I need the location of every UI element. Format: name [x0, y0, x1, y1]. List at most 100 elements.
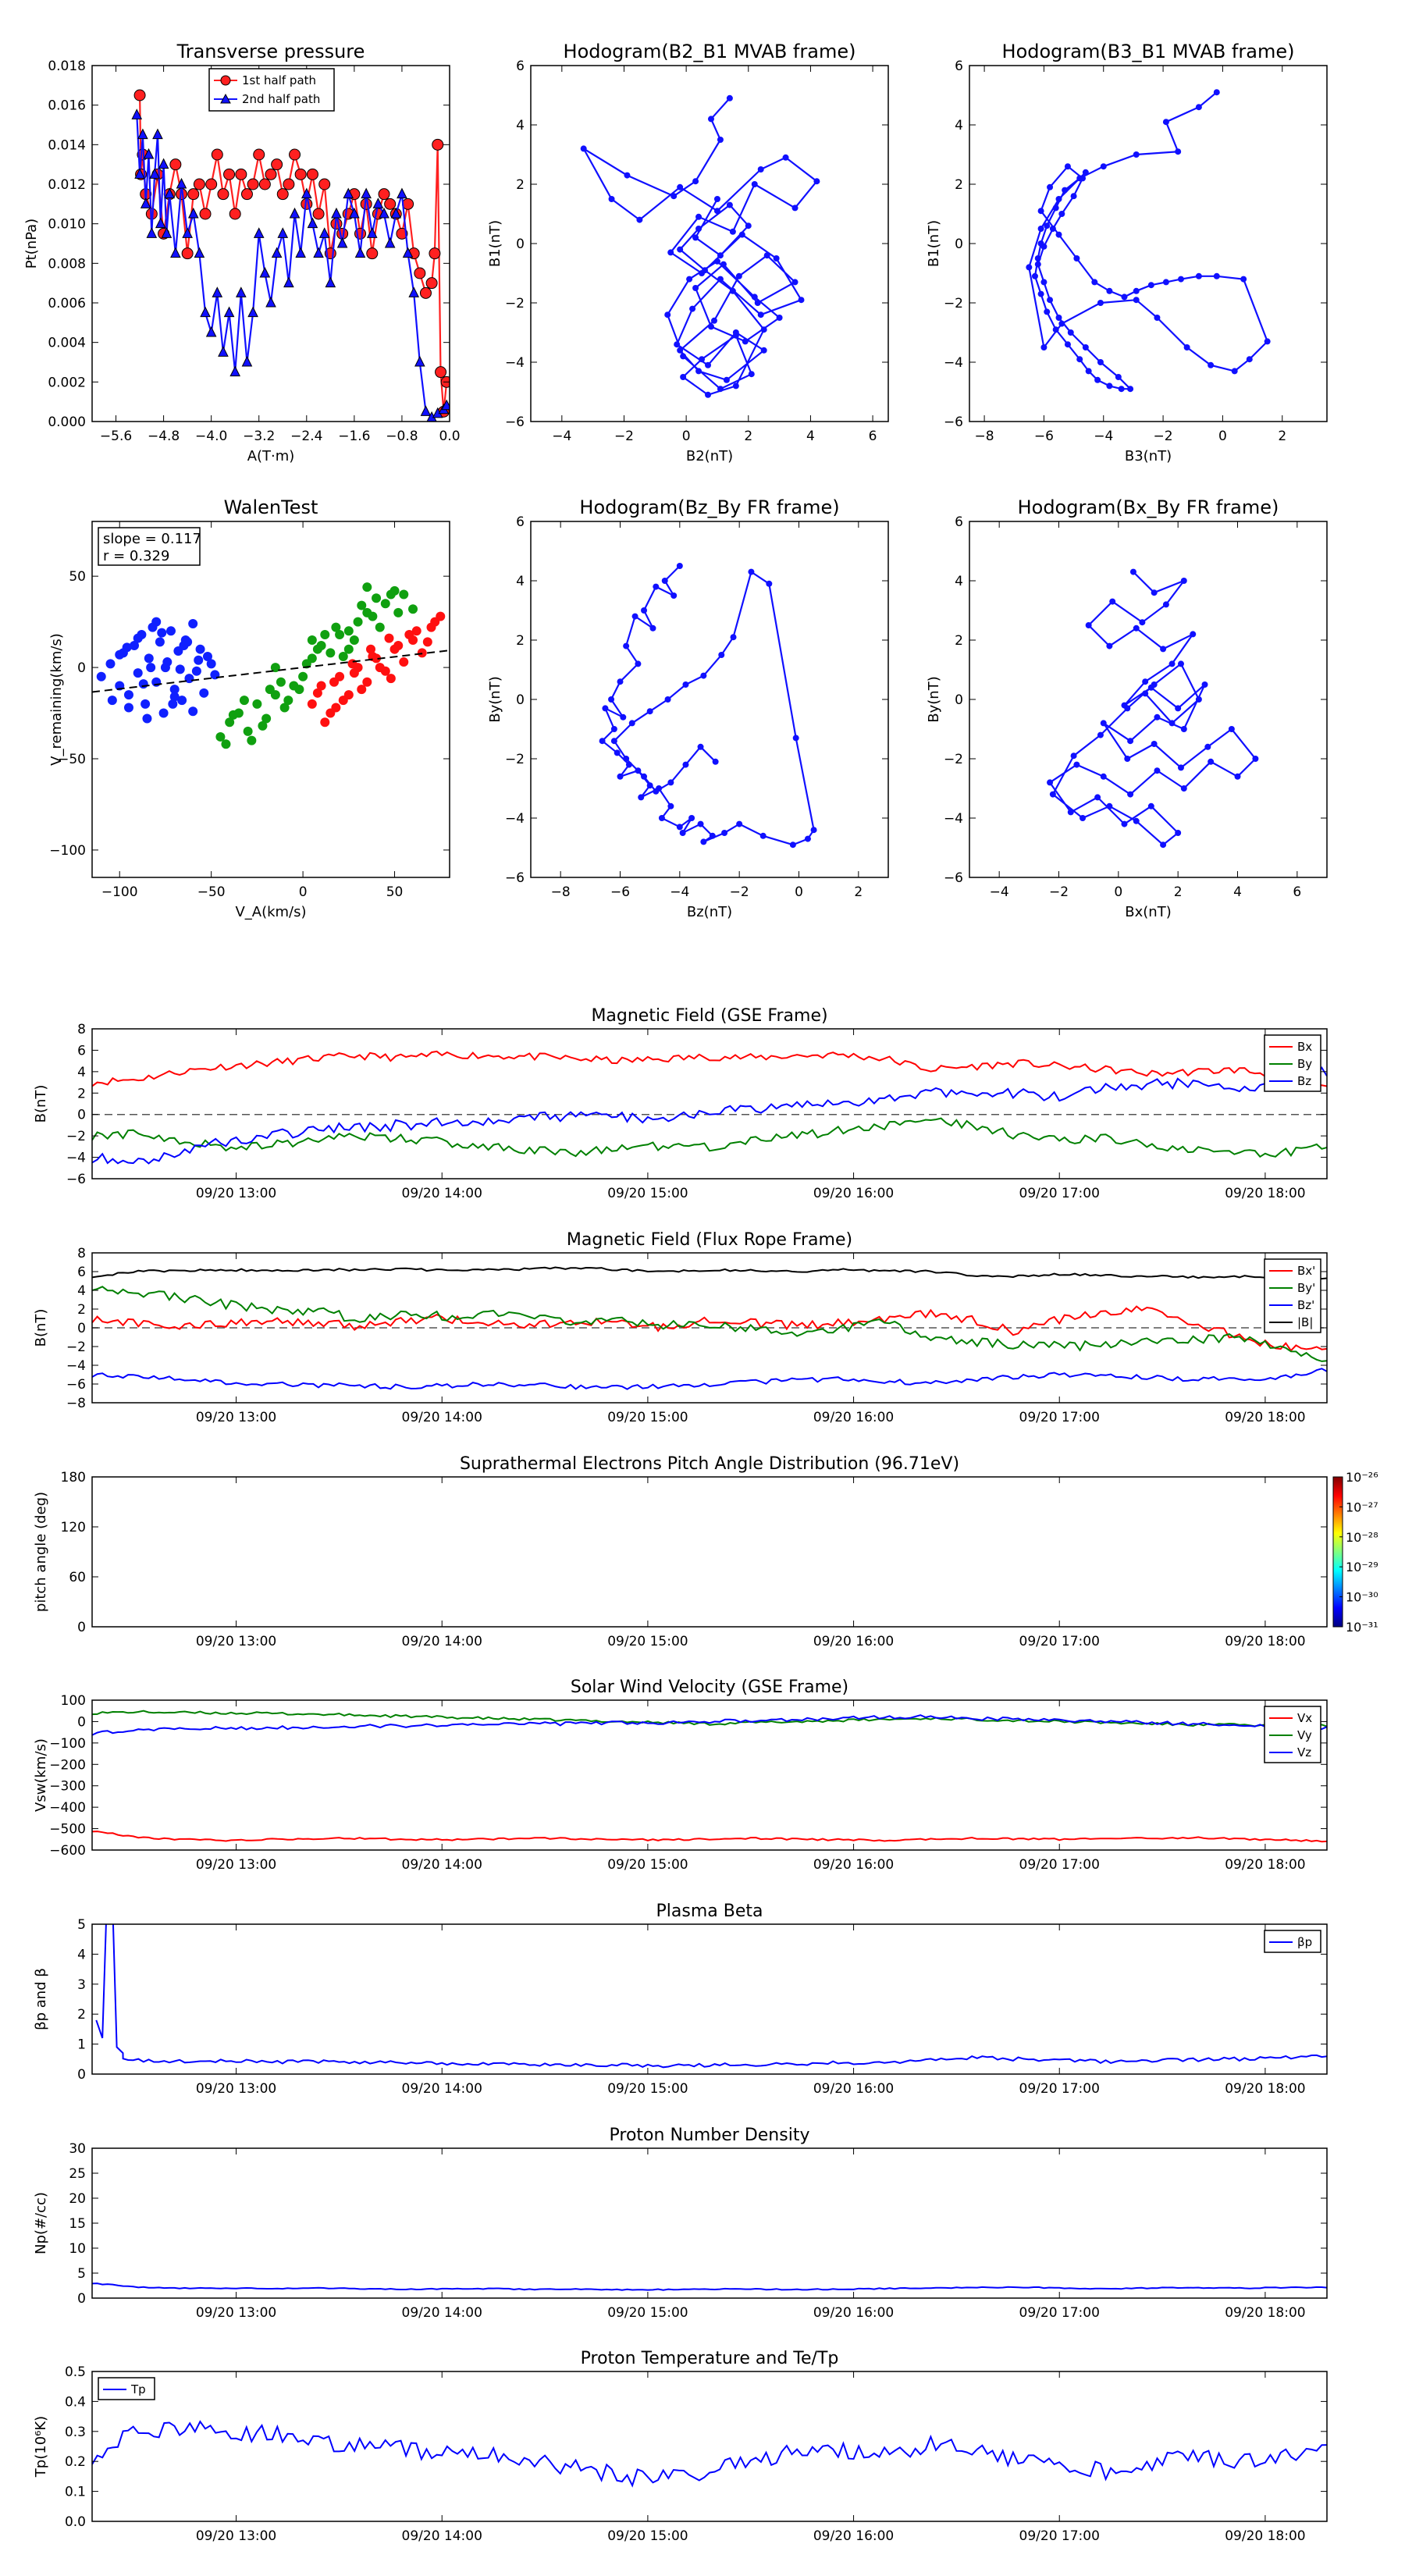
data-point — [362, 677, 372, 687]
colorbar-label: 10⁻²⁸ — [1346, 1530, 1378, 1545]
data-point — [1160, 841, 1167, 849]
data-point — [1070, 753, 1077, 760]
series-line — [92, 1117, 1327, 1158]
data-point — [623, 642, 630, 649]
x-tick-label: 09/20 16:00 — [813, 1410, 894, 1425]
series-line — [92, 1831, 1327, 1843]
data-point — [1073, 255, 1080, 262]
data-point — [1124, 705, 1131, 712]
x-tick-label: 0 — [299, 884, 308, 900]
data-point — [212, 286, 223, 297]
data-point — [1213, 272, 1220, 279]
data-point — [294, 685, 304, 695]
data-point — [1106, 382, 1113, 390]
data-point — [686, 276, 693, 283]
y-tick-label: 0.2 — [65, 2454, 86, 2470]
data-point — [236, 286, 247, 297]
y-axis-label: V_remaining(km/s) — [48, 633, 65, 766]
chart-panel-2: Hodogram(B3_B1 MVAB frame) −8 −6 −4 −2 0 2 −6 −4… — [926, 41, 1328, 464]
y-tick-label: −600 — [49, 1843, 86, 1859]
data-point — [608, 696, 615, 703]
data-point — [349, 207, 360, 219]
y-tick-label: 0 — [77, 1321, 86, 1336]
x-tick-label: −2 — [1154, 429, 1173, 444]
data-point — [175, 664, 185, 674]
data-point — [1034, 255, 1041, 262]
y-tick-label: 0.018 — [48, 59, 86, 74]
series-line — [92, 1050, 1327, 1087]
data-point — [229, 208, 241, 220]
data-point — [375, 663, 385, 673]
chart-panel-8: Suprathermal Electrons Pitch Angle Distr… — [33, 1454, 1378, 1649]
legend-label: |B| — [1297, 1315, 1313, 1329]
data-point — [313, 247, 324, 258]
data-point — [697, 743, 704, 750]
data-point — [688, 815, 695, 821]
y-tick-label: 6 — [955, 59, 963, 74]
chart-panel-9: Solar Wind Velocity (GSE Frame) 09/20 13:… — [33, 1678, 1328, 1873]
series-Bx — [92, 1050, 1327, 1087]
data-point — [133, 89, 146, 101]
chart-title: Plasma Beta — [656, 1902, 763, 1921]
data-point — [1127, 386, 1134, 393]
x-tick-label: −0.8 — [386, 429, 418, 444]
chart-title: Proton Temperature and Te/Tp — [581, 2349, 839, 2368]
data-point — [336, 237, 348, 248]
y-tick-label: 6 — [516, 59, 525, 74]
plot-marks — [131, 89, 450, 422]
data-point — [343, 187, 354, 199]
series-Bx — [92, 1305, 1327, 1352]
x-tick-label: 09/20 17:00 — [1019, 2081, 1100, 2097]
data-point — [757, 166, 764, 173]
data-point — [1037, 226, 1044, 232]
data-point — [738, 231, 745, 238]
data-point — [318, 227, 330, 238]
data-point — [1121, 820, 1128, 827]
x-tick-label: −3.2 — [243, 429, 275, 444]
data-point — [393, 641, 404, 651]
data-point — [636, 216, 643, 223]
data-point — [1133, 151, 1140, 158]
chart-title: Hodogram(Bz_By FR frame) — [579, 496, 839, 518]
data-point — [760, 326, 767, 333]
y-tick-label: −6 — [944, 415, 963, 430]
x-tick-label: 09/20 15:00 — [607, 1634, 688, 1649]
y-tick-label: 0.5 — [65, 2364, 86, 2380]
data-point — [1228, 726, 1235, 732]
data-point — [123, 703, 133, 713]
y-axis-label: B(nT) — [33, 1309, 49, 1347]
data-point — [253, 227, 265, 238]
data-point — [1264, 338, 1271, 345]
data-point — [754, 300, 761, 306]
data-point — [253, 148, 265, 161]
colorbar-label: 10⁻²⁷ — [1346, 1500, 1378, 1514]
data-point — [709, 832, 716, 839]
series-2 — [307, 611, 446, 728]
data-point — [193, 178, 205, 190]
data-point — [429, 247, 441, 260]
data-point — [170, 247, 181, 258]
data-point — [375, 622, 385, 632]
data-point — [707, 116, 714, 123]
data-point — [718, 652, 725, 658]
series-Vy — [92, 1710, 1327, 1728]
data-point — [653, 583, 660, 590]
data-point — [766, 580, 773, 587]
data-point — [380, 599, 390, 609]
data-point — [730, 634, 737, 641]
data-point — [1121, 294, 1128, 301]
data-point — [338, 652, 348, 662]
data-point — [408, 286, 420, 297]
data-point — [357, 600, 367, 610]
data-point — [1154, 315, 1161, 321]
data-point — [735, 272, 742, 279]
data-point — [397, 187, 407, 199]
data-point — [1055, 231, 1062, 238]
x-tick-label: 4 — [806, 429, 815, 444]
data-point — [1118, 386, 1125, 393]
data-point — [1208, 361, 1215, 368]
data-point — [123, 690, 133, 700]
data-point — [228, 710, 238, 720]
y-tick-label: −500 — [49, 1822, 86, 1838]
data-point — [1091, 279, 1098, 286]
